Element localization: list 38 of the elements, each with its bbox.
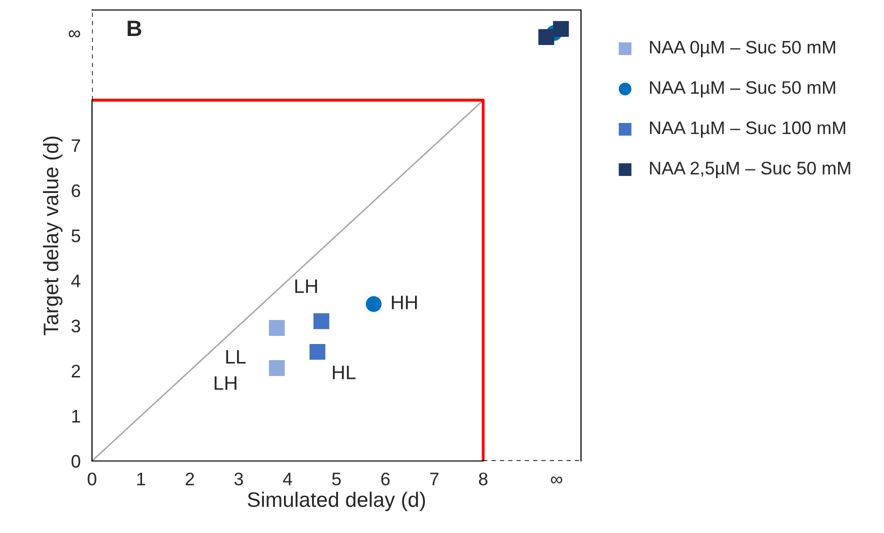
x-tick-label: 1 xyxy=(137,472,146,486)
x-tick-label: ∞ xyxy=(550,476,562,484)
point xyxy=(538,29,554,45)
legend-label: NAA 1µM – Suc 50 mM xyxy=(650,81,836,98)
legend-label: NAA 2,5µM – Suc 50 mM xyxy=(650,162,850,178)
y-tick-label: 6 xyxy=(72,184,80,198)
y-tick-label: 3 xyxy=(72,320,80,332)
x-tick-label: 3 xyxy=(234,472,243,486)
point xyxy=(366,296,382,312)
y-tick-label: 5 xyxy=(72,230,80,242)
annotation: LH xyxy=(295,280,317,293)
y-tick-label: 7 xyxy=(72,139,80,152)
x-tick-label: 5 xyxy=(332,472,341,486)
annotation: LL xyxy=(226,350,246,364)
x-tick-label: 4 xyxy=(282,472,292,486)
y-tick-label: 4 xyxy=(71,274,80,288)
point xyxy=(268,360,285,376)
legend-label: NAA 1µM – Suc 100 mM xyxy=(650,121,846,138)
x-tick-label: 6 xyxy=(381,472,390,486)
y-axis-title: Target delay value (d) xyxy=(43,136,62,336)
y-tick-label: 1 xyxy=(72,410,80,422)
point xyxy=(310,344,326,360)
point xyxy=(553,21,569,37)
annotation: HL xyxy=(332,366,356,380)
annotation: B xyxy=(128,20,142,36)
x-tick-label: 2 xyxy=(186,472,194,486)
y-tick-label: 2 xyxy=(72,364,80,378)
x-tick-label: 8 xyxy=(478,472,488,486)
legend-label: NAA 0µM – Suc 50 mM xyxy=(650,40,836,58)
point xyxy=(313,313,330,330)
y-tick-label: ∞ xyxy=(68,30,80,38)
point xyxy=(268,320,285,336)
annotation: HH xyxy=(392,296,417,310)
x-tick-label: 7 xyxy=(430,472,438,486)
annotation: LH xyxy=(214,376,236,390)
x-axis-title: Simulated delay (d) xyxy=(248,492,425,512)
x-tick-label: 0 xyxy=(88,472,96,486)
y-tick-label: 0 xyxy=(72,454,80,468)
